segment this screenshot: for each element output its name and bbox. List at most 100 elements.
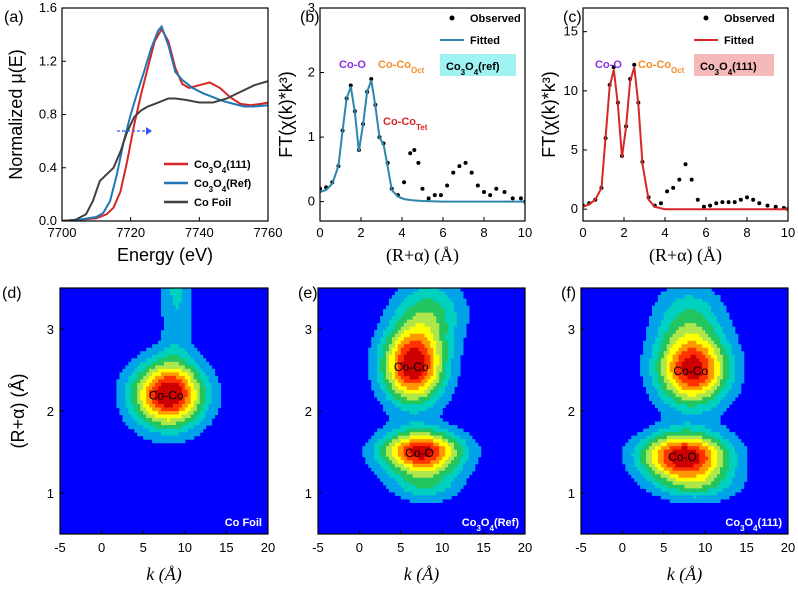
heatmap-cell [208,407,213,412]
heatmap-cell [690,470,694,475]
heatmap-cell [403,288,408,293]
heatmap-cell [161,361,165,366]
heatmap-cell [184,425,189,430]
heatmap-cell [415,449,420,454]
heatmap-cell [406,361,411,366]
heatmap-cell [424,291,429,296]
heatmap-cell [681,326,686,331]
heatmap-cell [702,340,706,345]
heatmap-cell [448,449,452,454]
heatmap-cell [427,340,431,345]
heatmap-cell [681,411,686,416]
heatmap-cell [451,481,455,486]
heatmap-cell [678,470,683,475]
heatmap-cell [166,319,171,324]
heatmap-cell [397,382,402,387]
heatmap-cell [415,375,420,380]
heatmap-cell [155,382,159,387]
heatmap-cell [719,474,724,479]
heatmap-cell [448,386,452,391]
heatmap-cell [403,372,408,377]
heatmap-cell [451,291,455,296]
heatmap-cell [386,365,390,370]
heatmap-cell [654,477,659,482]
heatmap-cell [717,491,721,496]
heatmap-cell [137,393,141,398]
heatmap-cell [152,386,156,391]
heatmap-cell [743,449,748,454]
heatmap-cell [728,323,733,328]
heatmap-cell [654,425,659,430]
heatmap-cell [719,372,724,377]
heatmap-cell [172,288,177,293]
heatmap-cell [451,382,455,387]
heatmap-cell [140,358,144,363]
heatmap-cell [672,403,677,409]
heatmap-cell [702,421,706,426]
heatmap-cell [702,344,706,349]
heatmap-cell [740,375,745,380]
heatmap-cell [442,375,446,380]
heatmap-cell [427,403,431,409]
heatmap-cell [448,330,452,335]
heatmap-cell [737,488,742,493]
heatmap-cell [155,361,159,366]
heatmap-cell [654,319,659,324]
heatmap-cell [181,316,186,321]
heatmap-cell [646,467,650,472]
heatmap-cell [383,453,387,458]
heatmap-cell [714,295,718,300]
heatmap-cell [202,403,207,409]
heatmap-cell [421,460,426,465]
heatmap-cell [663,344,668,349]
heatmap-cell [433,379,437,384]
heatmap-cell [678,368,683,373]
heatmap-cell [681,449,686,454]
heatmap-cell [696,442,700,447]
heatmap-cell [394,379,399,384]
heatmap-cell [663,347,668,352]
heatmap-cell [684,488,689,493]
heatmap-cell [175,421,180,426]
heatmap-cell [412,491,417,496]
heatmap-cell [403,295,408,300]
heatmap-cell [169,333,174,338]
heatmap-cell [403,344,408,349]
heatmap-cell [161,375,165,380]
heatmap-cell [722,389,727,395]
heatmap-cell [669,351,674,356]
heatmap-cell [690,432,694,437]
heatmap-cell [169,354,174,359]
heatmap-cell [158,344,162,349]
heatmap-cell [651,326,656,331]
heatmap-cell [693,456,697,461]
heatmap-cell [654,344,659,349]
heatmap-cell [643,460,647,465]
heatmap-cell [178,291,183,296]
heatmap-cell [722,460,727,465]
heatmap-cell [418,407,423,412]
heatmap-cell [143,435,147,440]
heatmap-cell [409,372,414,377]
heatmap-cell [631,470,635,475]
heatmap-cell [663,460,668,465]
heatmap-cell [184,305,189,310]
heatmap-cell [456,288,461,293]
heatmap-cell [722,481,727,486]
heatmap-cell [643,340,647,345]
heatmap-cell [131,375,135,380]
heatmap-cell [672,425,677,430]
heatmap-cell [415,407,420,412]
heatmap-cell [705,474,709,479]
heatmap-cell [660,425,665,430]
heatmap-cell [462,474,467,479]
heatmap-cell [403,312,408,317]
heatmap-cell [391,418,396,423]
heatmap-cell [719,365,724,370]
heatmap-cell [377,428,381,433]
heatmap-cell [433,298,437,303]
heatmap-cell [433,326,437,331]
heatmap-cell [184,432,189,437]
heatmap-cell [418,453,423,458]
heatmap-cell [734,382,739,387]
